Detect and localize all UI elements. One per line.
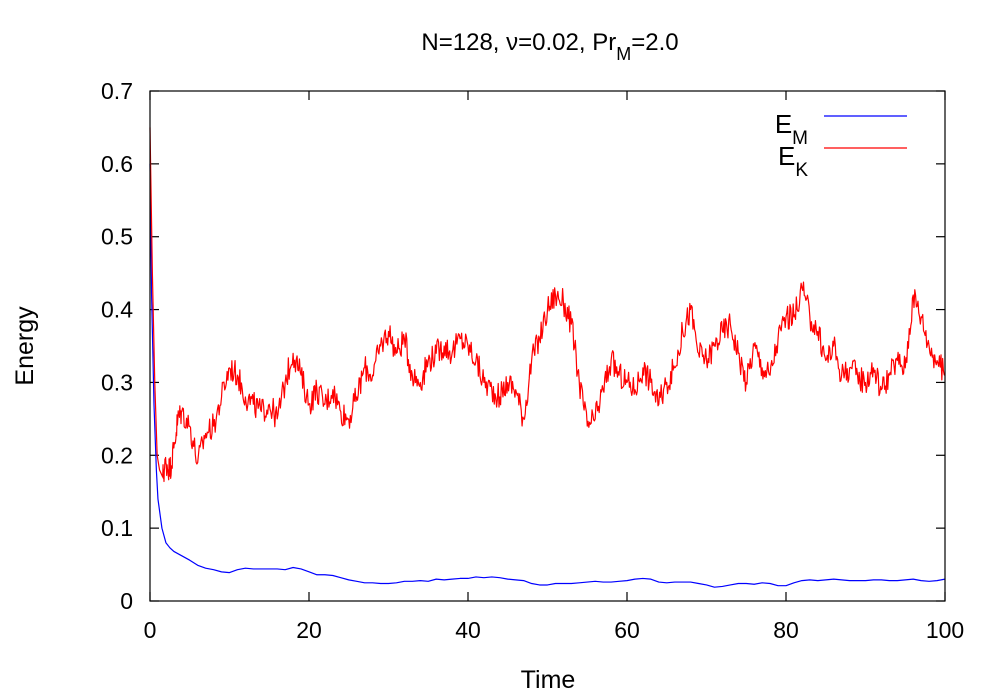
y-axis-title: Energy	[11, 306, 39, 386]
y-tick-label: 0.1	[101, 515, 133, 541]
chart-title-part-0: N=128,	[421, 29, 506, 56]
x-axis-title: Time	[521, 666, 576, 694]
chart-title: N=128, ν=0.02, PrM=2.0	[421, 29, 678, 64]
legend-label-main: E	[778, 141, 795, 171]
y-tick-label: 0.6	[101, 151, 133, 177]
chart-title-part-1: ν	[506, 29, 518, 56]
series-line-em	[149, 163, 946, 588]
plot-frame	[149, 90, 946, 602]
legend-label-sub: M	[792, 128, 808, 149]
chart-title-part-3: M	[616, 44, 631, 64]
x-tick-label: 0	[144, 617, 157, 643]
x-tick-label: 20	[296, 617, 322, 643]
y-tick-label: 0.7	[101, 78, 133, 104]
x-tick-label: 60	[614, 617, 640, 643]
x-tick-label: 80	[773, 617, 799, 643]
y-tick-label: 0.3	[101, 369, 133, 395]
series-line-ek	[149, 127, 946, 483]
legend-label-main: E	[775, 109, 792, 139]
axis-ticks: 0 20 40 60 80 100 0 0.1 0.2 0.3 0.4 0.5 0.6 0.7	[101, 78, 964, 643]
x-tick-label: 100	[926, 617, 964, 643]
x-tick-label: 40	[455, 617, 481, 643]
legend-label-sub: K	[795, 160, 808, 181]
data-series	[149, 127, 946, 588]
y-tick-label: 0.2	[101, 442, 133, 468]
legend-label: EM	[775, 109, 808, 149]
chart-title-part-2: =0.02, Pr	[518, 29, 616, 56]
legend-label: EK	[778, 141, 808, 181]
y-tick-label: 0	[120, 588, 133, 614]
chart-title-part-4: =2.0	[631, 29, 678, 56]
y-tick-label: 0.5	[101, 224, 133, 250]
y-tick-label: 0.4	[101, 297, 133, 323]
